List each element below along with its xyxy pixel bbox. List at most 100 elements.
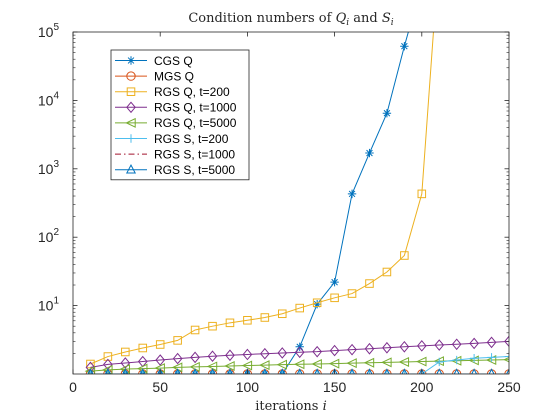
series-4-point-10 (242, 348, 253, 361)
series-8-point-16 (349, 368, 356, 374)
series-8-point-15 (331, 368, 338, 374)
y-tick-label-exponent: 4 (53, 90, 59, 101)
x-tick-label-5: 200 (410, 379, 434, 395)
series-6-point-1 (86, 369, 95, 374)
series-8-point-24 (488, 368, 495, 374)
title-part-4: and (349, 11, 382, 26)
series-4-point-5 (155, 354, 166, 366)
title-part-6: i (391, 18, 394, 28)
series-8-point-17 (366, 368, 373, 374)
series-8-point-9 (226, 368, 233, 374)
series-4-point-11 (259, 347, 270, 360)
series-5-point-10 (241, 360, 253, 371)
series-6-point-14 (312, 369, 322, 374)
series-5-point-14 (311, 359, 322, 369)
series-6-point-18 (382, 369, 392, 374)
legend-label-6: RGS S, t=200 (154, 132, 229, 146)
series-8-point-10 (244, 368, 251, 374)
legend-label-1: CGS Q (154, 54, 193, 68)
series-6-point-23 (469, 354, 479, 363)
series-1-point-15 (330, 277, 339, 287)
series-5-point-8 (206, 361, 218, 372)
series-6-point-24 (487, 353, 496, 362)
legend-marker-1 (126, 56, 136, 65)
legend-item-8: RGS S, t=5000 (115, 163, 235, 177)
series-8-point-5 (157, 368, 164, 374)
legend-box (110, 49, 250, 181)
series-6-point-6 (173, 369, 182, 374)
axes-box (72, 31, 510, 375)
series-4-point-7 (190, 351, 200, 364)
legend-label-7: RGS S, t=1000 (154, 147, 235, 161)
series-4-point-12 (277, 347, 288, 359)
series-6-point-2 (103, 369, 113, 374)
title-part-5: S (382, 11, 391, 26)
legend-label-2: MGS Q (154, 69, 194, 83)
series-3-point-10 (243, 316, 252, 325)
series-8-point-2 (104, 368, 111, 374)
y-tick-label-2: 102 (38, 227, 60, 245)
series-3-point-16 (347, 289, 357, 298)
series-5-point-13 (293, 359, 305, 370)
title-part-3: i (346, 18, 349, 28)
series-8-point-18 (383, 368, 390, 374)
series-1-point-14 (312, 299, 322, 309)
y-tick-label-base: 10 (38, 298, 54, 314)
series-8-point-19 (401, 368, 408, 374)
series-1-point-19 (400, 42, 409, 51)
chart-title: Condition numbers of Qi and Si (188, 11, 393, 28)
legend-marker-4 (126, 101, 136, 114)
legend-label-4: RGS Q, t=1000 (154, 101, 237, 115)
x-tick-label-6: 250 (497, 379, 521, 395)
series-8-point-14 (314, 368, 321, 374)
series-4-line (90, 340, 509, 368)
series-6-point-11 (260, 369, 270, 374)
series-6-point-22 (452, 355, 461, 365)
y-tick-label-base: 10 (38, 161, 54, 177)
series-5-point-19 (398, 356, 410, 367)
series-3-point-17 (365, 279, 374, 288)
legend-label-8: RGS S, t=5000 (154, 163, 235, 177)
series-6-point-12 (278, 369, 287, 374)
series-4-point-24 (486, 336, 497, 349)
series-8-point-11 (261, 368, 268, 374)
series-5-point-9 (224, 360, 235, 371)
series-6-point-25 (504, 352, 509, 361)
series-3-point-15 (330, 293, 339, 303)
series-4-point-13 (294, 346, 305, 359)
series-3-point-13 (295, 303, 305, 313)
title-part-2: Q (336, 11, 347, 26)
series-4-point-23 (469, 337, 479, 350)
series-8-point-20 (418, 368, 425, 374)
series-1-point-16 (347, 189, 357, 199)
series-3-point-1 (86, 359, 95, 369)
y-tick-label-exponent: 3 (53, 159, 59, 170)
series-3-point-4 (138, 343, 148, 353)
series-8-point-8 (209, 368, 216, 374)
series-3-point-19 (400, 251, 409, 260)
series-3-line (90, 32, 434, 365)
series-6-point-13 (295, 369, 304, 374)
series-8 (87, 368, 509, 374)
series-4-point-14 (312, 345, 323, 358)
series-5-point-12 (276, 359, 287, 370)
series-8-point-23 (471, 368, 478, 374)
y-tick-label-5: 105 (38, 22, 60, 40)
series-5-point-17 (363, 357, 375, 368)
legend-marker-6 (126, 134, 136, 143)
series-4-point-6 (172, 352, 183, 365)
series-8-point-4 (139, 368, 146, 374)
series-6-point-7 (190, 369, 200, 374)
series-3-point-7 (190, 325, 200, 335)
series-8-point-7 (192, 368, 199, 374)
series-8-point-1 (87, 368, 94, 374)
x-axis-label: iterations i (255, 399, 327, 414)
x-tick-label-4: 150 (323, 379, 347, 395)
y-tick-label-exponent: 5 (53, 22, 59, 33)
y-tick-label-3: 103 (38, 159, 60, 177)
legend-marker-2 (126, 71, 136, 81)
series-8-point-25 (506, 368, 509, 374)
series-6-point-3 (121, 369, 130, 374)
series-4-point-3 (120, 357, 131, 369)
